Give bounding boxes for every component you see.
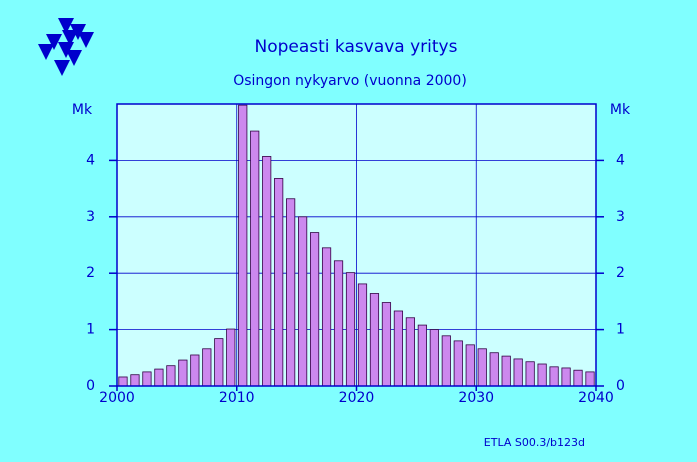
bar (274, 178, 284, 387)
y2-axis-label: Mk (610, 102, 631, 118)
bar (549, 366, 559, 387)
bar (369, 293, 380, 387)
bar (441, 335, 451, 387)
bar (561, 367, 571, 387)
bar (357, 283, 368, 387)
bar (333, 260, 344, 387)
bar (202, 348, 212, 387)
bar (345, 272, 356, 387)
bar (417, 324, 427, 387)
y2-tick-label: 2 (616, 265, 625, 281)
chart-subtitle: Osingon nykyarvo (vuonna 2000) (233, 73, 467, 89)
y2-tick-label: 1 (616, 322, 625, 338)
y-axis-label: Mk (72, 102, 93, 118)
bar (178, 359, 188, 387)
y2-tick-label: 4 (616, 152, 625, 168)
bar (190, 354, 200, 387)
bar (585, 371, 595, 387)
bar (250, 130, 260, 387)
y-tick-label: 2 (86, 265, 95, 281)
y-tick-label: 1 (86, 322, 95, 338)
bar (166, 365, 176, 387)
bar (286, 198, 296, 387)
bar (477, 348, 487, 387)
logo (38, 18, 94, 76)
bar (525, 361, 535, 387)
bar (309, 232, 320, 387)
x-tick-label: 2030 (458, 390, 494, 406)
bar (238, 104, 248, 387)
bar (405, 317, 415, 387)
bar (142, 371, 152, 387)
y-tick-label: 4 (86, 152, 95, 168)
y2-tick-label: 0 (616, 378, 625, 394)
bar (489, 352, 499, 387)
bar (154, 368, 164, 387)
bar (298, 216, 308, 387)
bar (381, 302, 392, 387)
bar (321, 247, 332, 387)
bar (573, 369, 583, 387)
bar (453, 340, 463, 387)
chart-title: Nopeasti kasvava yritys (255, 37, 458, 57)
bar (501, 355, 511, 387)
plot-frame (116, 103, 597, 387)
bar (262, 156, 272, 387)
x-tick-label: 2000 (99, 390, 135, 406)
bar (429, 329, 439, 387)
y-tick-label: 0 (86, 378, 95, 394)
x-tick-label: 2020 (339, 390, 375, 406)
bar (537, 363, 547, 387)
x-tick-label: 2040 (578, 390, 614, 406)
bar (214, 338, 224, 387)
bar (465, 344, 475, 387)
bar (130, 374, 140, 387)
source-note: ETLA S00.3/b123d (484, 436, 585, 449)
bar (513, 358, 523, 387)
x-tick-label: 2010 (219, 390, 255, 406)
y-tick-label: 3 (86, 209, 95, 225)
bar (393, 310, 404, 387)
bar (118, 376, 128, 387)
bar (226, 328, 236, 387)
y2-tick-label: 3 (616, 209, 625, 225)
